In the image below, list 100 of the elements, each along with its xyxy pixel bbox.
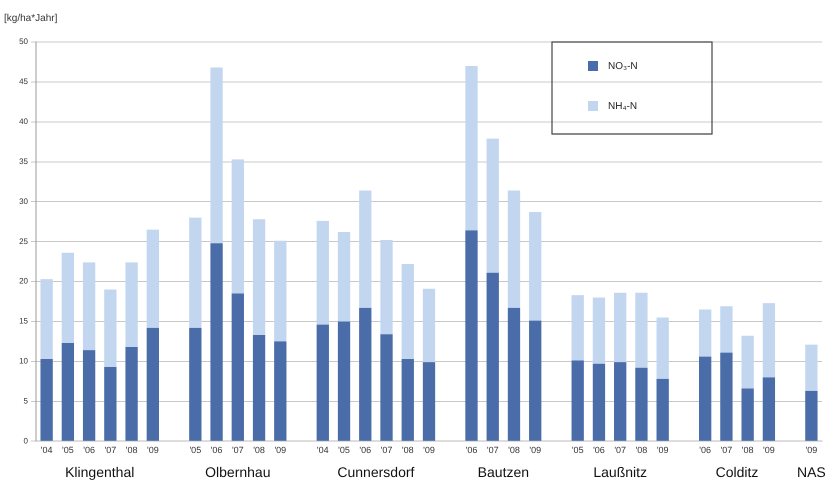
bar: [805, 344, 818, 391]
bar: [232, 159, 244, 294]
bar: [104, 290, 117, 367]
bar: [720, 352, 733, 441]
text: Bautzen: [478, 464, 530, 480]
bar: [422, 362, 436, 441]
bar: [359, 190, 372, 308]
x-tick-label: '07: [720, 445, 732, 456]
bar: [486, 272, 499, 441]
bar: [508, 308, 520, 441]
bar: [741, 336, 754, 389]
x-tick-label: '09: [274, 445, 286, 456]
bar: [189, 328, 202, 441]
bar: [720, 306, 733, 353]
bar: [805, 390, 818, 441]
text: Olbernhau: [205, 464, 271, 480]
bar: [762, 377, 776, 441]
y-tick-label: 35: [19, 156, 29, 166]
bar: [635, 368, 648, 441]
x-tick-label: '07: [232, 445, 244, 456]
y-tick-label: 25: [19, 236, 29, 246]
bar: [380, 334, 393, 441]
bar: [338, 321, 350, 441]
bar: [465, 230, 478, 441]
bar: [232, 293, 244, 441]
bar: [592, 297, 606, 364]
bar: [508, 190, 520, 308]
bar: [486, 138, 499, 273]
y-tick-label: 30: [19, 196, 29, 206]
bar: [210, 243, 223, 441]
x-tick-label: '04: [40, 445, 52, 456]
y-tick-label: 5: [24, 396, 29, 406]
bar: [146, 230, 159, 328]
bar: [210, 68, 223, 244]
bar: [316, 220, 329, 325]
bar: [762, 303, 776, 378]
text: Colditz: [716, 464, 758, 480]
x-tick-label: '06: [210, 445, 222, 456]
x-tick-label: '06: [593, 445, 605, 456]
bar: [465, 66, 478, 230]
y-tick-label: 15: [19, 316, 29, 326]
x-tick-label: '08: [636, 445, 648, 456]
bar: [572, 360, 584, 441]
x-tick-label: '08: [126, 445, 138, 456]
x-tick-label: '05: [189, 445, 202, 456]
x-tick-label: '06: [359, 445, 372, 456]
bar: [62, 252, 74, 343]
bar: [338, 232, 350, 322]
x-tick-label: '09: [423, 445, 435, 456]
x-tick-label: '08: [253, 445, 265, 456]
bar: [82, 262, 96, 350]
bar: [529, 320, 542, 441]
x-tick-label: '06: [83, 445, 95, 456]
bar: [422, 288, 436, 362]
x-tick-label: '09: [146, 445, 159, 456]
x-tick-label: '06: [466, 445, 478, 456]
bar: [402, 358, 414, 441]
x-tick-label: '07: [614, 445, 626, 456]
y-tick-label: 10: [19, 356, 29, 366]
x-tick-label: '07: [486, 445, 499, 456]
x-tick-label: '08: [402, 445, 414, 456]
bar: [125, 262, 138, 347]
bar: [741, 388, 754, 441]
bar: [614, 292, 626, 362]
text: Klingenthal: [65, 464, 134, 480]
bar: [529, 212, 542, 321]
bar: [402, 264, 414, 359]
bar: [40, 279, 53, 359]
bar: [635, 292, 648, 368]
legend-label: NH₄-N: [608, 100, 638, 112]
bar: [104, 366, 117, 441]
x-tick-label: '09: [656, 445, 669, 456]
bar: [572, 295, 584, 361]
y-tick-label: 50: [19, 37, 29, 46]
bar: [380, 240, 393, 334]
x-tick-label: '09: [763, 445, 775, 456]
x-tick-label: '07: [104, 445, 116, 456]
x-tick-label: '08: [742, 445, 754, 456]
x-tick-label: '05: [572, 445, 584, 456]
bar: [125, 346, 138, 441]
bar: [656, 378, 669, 441]
x-tick-label: '06: [699, 445, 712, 456]
bar: [189, 218, 202, 328]
text: Cunnersdorf: [337, 464, 415, 480]
bar: [252, 335, 266, 441]
bar: [699, 309, 712, 357]
bar: [359, 308, 372, 441]
bar: [146, 328, 159, 441]
bar: [614, 362, 626, 441]
y-axis-title: [kg/ha*Jahr]: [4, 12, 58, 24]
bar: [656, 317, 669, 379]
bar: [40, 358, 53, 441]
text: NAS: [796, 464, 826, 480]
legend-label: NO₃-N: [608, 60, 638, 72]
y-tick-label: 40: [19, 117, 29, 126]
bar: [274, 341, 286, 441]
x-tick-label: '09: [529, 445, 542, 456]
y-tick-label: 20: [19, 276, 29, 286]
bar: [62, 342, 74, 441]
text: Laußnitz: [593, 464, 648, 480]
